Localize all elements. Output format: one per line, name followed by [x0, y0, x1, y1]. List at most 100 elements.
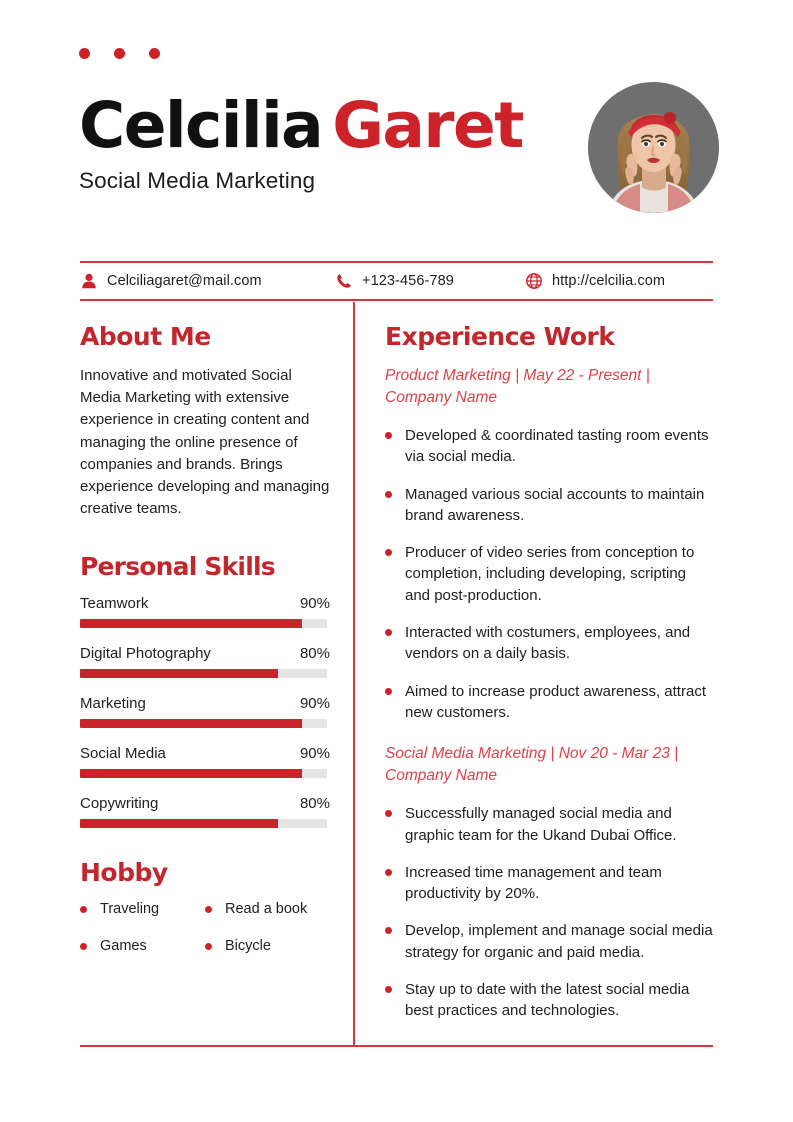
bullet-text: Develop, implement and manage social med… — [405, 922, 713, 961]
experience-bullet: Producer of video series from conception… — [385, 542, 715, 606]
skill-item: Digital Photography 80% — [80, 645, 330, 679]
last-name: Garet — [332, 89, 524, 162]
left-column: About Me Innovative and motivated Social… — [80, 322, 330, 954]
hobby-item: Games — [80, 938, 205, 954]
bullet-icon — [385, 810, 392, 818]
experience-bullet: Interacted with costumers, employees, an… — [385, 622, 715, 665]
skill-bar-fill — [80, 619, 303, 629]
contact-rule-top — [80, 261, 713, 263]
skill-bar-track — [80, 719, 327, 729]
bullet-text: Increased time management and team produ… — [405, 863, 662, 903]
skill-percent: 80% — [299, 795, 330, 813]
hobby-label: Games — [100, 938, 147, 955]
contact-email-text: Celciliagaret@mail.com — [107, 273, 262, 289]
skill-bar-track — [80, 769, 327, 779]
bullet-text: Managed various social accounts to maint… — [405, 485, 705, 524]
job-title-line: Product Marketing | May 22 - Present | C… — [385, 367, 650, 406]
about-text: Innovative and motivated Social Media Ma… — [80, 367, 330, 518]
dot-1 — [79, 48, 90, 59]
experience-bullet: Develop, implement and manage social med… — [385, 920, 715, 963]
hobby-heading: Hobby — [80, 858, 168, 888]
skill-bar-fill — [80, 819, 278, 829]
bullet-text: Aimed to increase product awareness, att… — [405, 682, 706, 721]
hobby-label: Bicycle — [225, 938, 271, 955]
contact-email[interactable]: Celciliagaret@mail.com — [80, 272, 335, 290]
skill-bar-track — [80, 619, 327, 629]
bullet-icon — [385, 629, 392, 637]
avatar — [588, 82, 719, 213]
skill-percent: 90% — [299, 695, 330, 713]
skill-name: Social Media — [80, 745, 166, 763]
skill-bar-fill — [80, 669, 278, 679]
skills-section: Personal Skills Teamwork 90% Digital Pho… — [80, 552, 330, 829]
bullet-text: Interacted with costumers, employees, an… — [405, 624, 691, 663]
bullet-icon — [385, 687, 392, 695]
skill-percent: 90% — [299, 595, 330, 613]
job-title-line: Social Media Marketing | Nov 20 - Mar 23… — [385, 745, 679, 785]
skill-name: Marketing — [80, 695, 146, 713]
name-block: Celcilia Garet Social Media Marketing — [79, 88, 524, 194]
skill-bar-fill — [80, 769, 303, 779]
job-subtitle: Social Media Marketing — [79, 168, 316, 194]
hobby-grid: Traveling Read a book Games Bicycle — [80, 901, 330, 954]
skill-name: Copywriting — [80, 795, 159, 813]
experience-bullet: Increased time management and team produ… — [385, 862, 715, 905]
first-name: Celcilia — [79, 89, 324, 162]
bullet-icon — [385, 927, 392, 935]
right-column: Experience Work Product Marketing | May … — [385, 322, 715, 1038]
bullet-text: Successfully managed social media and gr… — [405, 805, 677, 844]
hobby-item: Traveling — [80, 901, 205, 917]
portrait-illustration — [588, 82, 719, 213]
bullet-text: Stay up to date with the latest social m… — [405, 981, 690, 1020]
bullet-icon — [385, 432, 392, 439]
contact-rule-bottom — [80, 299, 713, 301]
about-heading: About Me — [80, 322, 211, 351]
hobby-label: Read a book — [225, 901, 308, 918]
contact-phone[interactable]: +123-456-789 — [335, 272, 525, 290]
experience-job: Product Marketing | May 22 - Present | C… — [385, 365, 715, 723]
header: Celcilia Garet Social Media Marketing — [79, 82, 719, 213]
bullet-icon — [385, 986, 392, 994]
hobby-label: Traveling — [100, 901, 160, 918]
bullet-icon — [80, 942, 87, 950]
experience-heading: Experience Work — [385, 322, 615, 351]
page-title: Celcilia Garet — [79, 93, 524, 158]
bullet-icon — [205, 905, 212, 913]
experience-job: Social Media Marketing | Nov 20 - Mar 23… — [385, 743, 715, 1021]
experience-bullet: Stay up to date with the latest social m… — [385, 979, 715, 1022]
footer-rule — [80, 1045, 713, 1047]
skill-item: Marketing 90% — [80, 695, 330, 729]
experience-bullet: Successfully managed social media and gr… — [385, 803, 715, 846]
skill-item: Copywriting 80% — [80, 795, 330, 829]
decorative-dots — [79, 48, 160, 59]
bullet-icon — [385, 549, 392, 557]
skill-name: Digital Photography — [80, 645, 211, 663]
skill-bar-fill — [80, 719, 303, 729]
experience-bullet: Developed & coordinated tasting room eve… — [385, 425, 715, 468]
bullet-icon — [385, 868, 392, 876]
dot-2 — [114, 48, 125, 59]
bullet-text: Developed & coordinated tasting room eve… — [405, 427, 709, 466]
experience-bullet-list: Developed & coordinated tasting room eve… — [385, 425, 715, 723]
skill-percent: 90% — [299, 745, 330, 763]
hobby-item: Bicycle — [205, 938, 330, 954]
experience-bullet: Managed various social accounts to maint… — [385, 484, 715, 527]
skill-item: Social Media 90% — [80, 745, 330, 779]
phone-icon — [337, 274, 351, 288]
globe-icon — [526, 273, 542, 289]
bullet-icon — [385, 490, 392, 498]
contact-website[interactable]: http://celcilia.com — [525, 272, 665, 290]
bullet-text: Producer of video series from conception… — [405, 544, 695, 604]
contact-website-text: http://celcilia.com — [552, 273, 666, 289]
column-divider — [353, 302, 355, 1046]
dot-3 — [149, 48, 160, 59]
bullet-icon — [80, 905, 87, 913]
hobby-item: Read a book — [205, 901, 330, 917]
person-icon — [82, 273, 96, 289]
bullet-icon — [205, 942, 212, 950]
contact-bar: Celciliagaret@mail.com +123-456-789 http… — [80, 266, 713, 296]
experience-bullet: Aimed to increase product awareness, att… — [385, 681, 715, 724]
skills-heading: Personal Skills — [80, 552, 276, 582]
experience-bullet-list: Successfully managed social media and gr… — [385, 803, 715, 1021]
